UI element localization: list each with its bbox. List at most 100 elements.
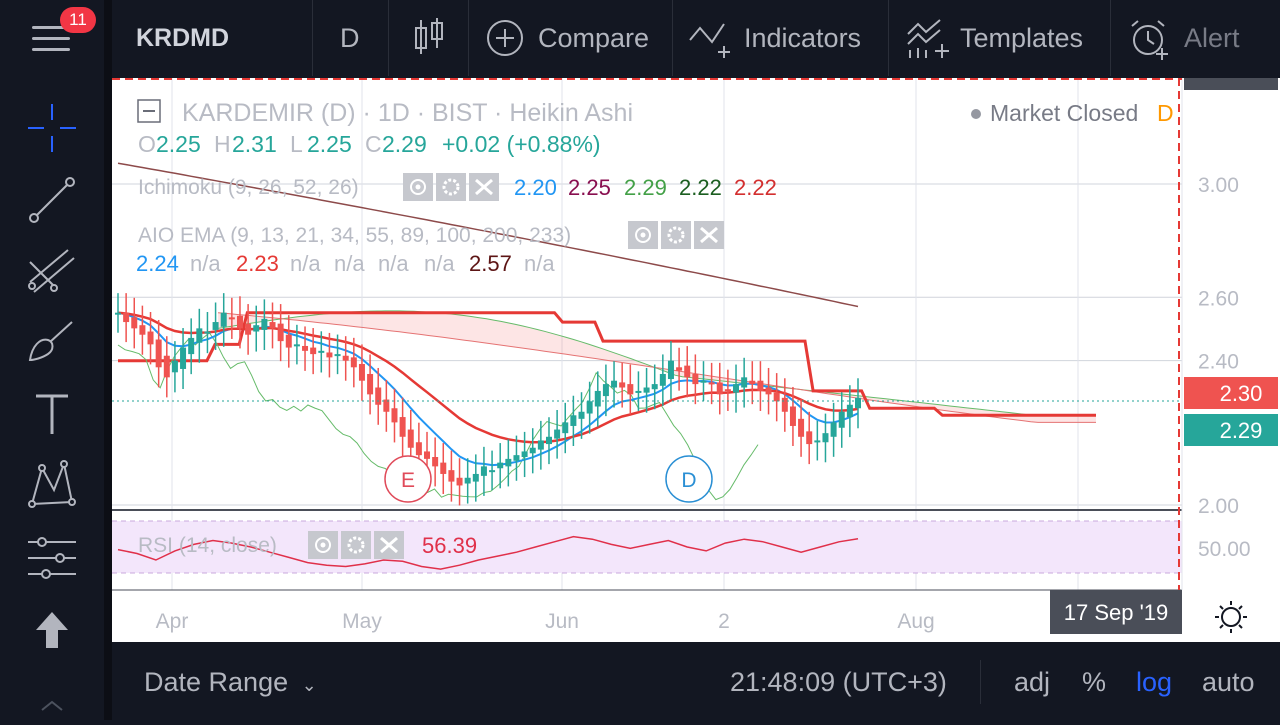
svg-text:O: O xyxy=(138,131,156,157)
candle-body xyxy=(236,315,243,329)
svg-text:2.29: 2.29 xyxy=(624,175,667,200)
gear-icon xyxy=(667,226,685,244)
candle-body xyxy=(432,457,439,467)
candle-body xyxy=(464,477,471,484)
indicators-button[interactable]: Indicators xyxy=(744,23,862,53)
candle-body xyxy=(440,462,447,474)
candle-body xyxy=(342,355,349,361)
candle-body xyxy=(147,331,154,345)
candle-body xyxy=(155,339,162,368)
dividend-marker[interactable]: D xyxy=(665,455,713,503)
trend-line-icon[interactable] xyxy=(24,172,80,228)
candle-body xyxy=(619,382,626,388)
text-tool-icon[interactable] xyxy=(24,386,80,442)
symbol-button[interactable]: KRDMD xyxy=(136,24,230,52)
collapse-chevron-icon[interactable] xyxy=(24,688,80,720)
candle-body xyxy=(334,354,341,357)
ema-controls[interactable] xyxy=(628,221,724,249)
candle-body xyxy=(578,411,585,419)
time-axis[interactable]: Apr May Jun 2 Aug xyxy=(156,610,935,633)
rsi-line xyxy=(117,535,859,570)
candle-body xyxy=(570,415,577,426)
candle-body xyxy=(204,331,211,334)
candle-body xyxy=(415,442,422,456)
templates-button[interactable]: Templates xyxy=(960,23,1084,53)
settings-sun-icon[interactable] xyxy=(1215,601,1247,633)
notification-badge: 11 xyxy=(60,7,96,33)
ichimoku-controls[interactable] xyxy=(403,173,499,201)
candle-body xyxy=(163,355,170,378)
chart-style-candles-icon[interactable] xyxy=(412,18,446,58)
candle-body xyxy=(676,367,683,371)
pattern-icon[interactable] xyxy=(24,456,80,512)
adj-toggle[interactable]: adj xyxy=(1014,667,1051,697)
chikou-line xyxy=(117,332,759,501)
candle-body xyxy=(391,408,398,423)
log-toggle[interactable]: log xyxy=(1136,667,1173,697)
menu-icon xyxy=(32,26,70,29)
compare-button[interactable]: Compare xyxy=(538,23,650,53)
rsi-value: 56.39 xyxy=(422,533,477,558)
ema200-line xyxy=(117,162,859,308)
candle-body xyxy=(822,433,829,443)
candle-body xyxy=(171,360,178,373)
interval-button[interactable]: D xyxy=(340,23,360,53)
candle-body xyxy=(684,365,691,378)
candle-body xyxy=(269,322,276,329)
candle-body xyxy=(562,422,569,434)
compare-plus-icon[interactable] xyxy=(486,18,526,58)
crosshair-icon[interactable] xyxy=(24,100,80,156)
senkou-b-line xyxy=(217,312,1096,423)
candle-body xyxy=(383,399,390,412)
svg-text:C: C xyxy=(365,131,382,157)
alert-clock-icon[interactable] xyxy=(1128,18,1172,60)
date-range-button[interactable]: Date Range ⌄ xyxy=(144,667,317,697)
candle-body xyxy=(253,325,260,332)
auto-toggle[interactable]: auto xyxy=(1202,667,1255,697)
templates-icon[interactable] xyxy=(906,18,952,60)
candle-body xyxy=(757,380,764,391)
candle-body xyxy=(651,384,658,390)
rsi-band xyxy=(112,521,1182,573)
svg-text:n/a: n/a xyxy=(378,251,409,276)
percent-toggle[interactable]: % xyxy=(1082,667,1107,697)
candle-body xyxy=(505,458,512,467)
price-label-top xyxy=(1184,78,1278,90)
rsi-controls[interactable] xyxy=(308,531,404,559)
clock-time[interactable]: 21:48:09 (UTC+3) xyxy=(730,667,947,697)
candle-body xyxy=(789,406,796,426)
candle-body xyxy=(310,347,317,355)
time-tick: 2 xyxy=(718,610,730,633)
pitchfork-icon[interactable] xyxy=(24,242,80,298)
candle-body xyxy=(358,363,365,381)
svg-text:n/a: n/a xyxy=(334,251,365,276)
rsi-title: RSI (14, close) xyxy=(138,534,277,557)
price-tick: 3.00 xyxy=(1198,174,1239,197)
menu-button[interactable]: 11 xyxy=(0,0,104,76)
price-label-green: 2.29 xyxy=(1184,414,1278,446)
collapse-legend-icon[interactable] xyxy=(137,99,161,123)
candle-body xyxy=(529,447,536,454)
candle-body xyxy=(814,440,821,443)
ichimoku-title: Ichimoku (9, 26, 52, 26) xyxy=(138,176,359,199)
brush-icon[interactable] xyxy=(24,314,80,370)
arrow-up-icon[interactable] xyxy=(24,602,80,658)
alert-button[interactable]: Alert xyxy=(1184,23,1240,53)
svg-text:2.24: 2.24 xyxy=(136,251,179,276)
candle-body xyxy=(643,387,650,393)
candle-body xyxy=(489,470,496,473)
candle-body xyxy=(611,380,618,388)
candle-body xyxy=(773,392,780,402)
svg-text:n/a: n/a xyxy=(190,251,221,276)
candle-body xyxy=(700,380,707,383)
indicators-icon[interactable] xyxy=(688,18,736,60)
candle-body xyxy=(375,387,382,405)
measure-icon[interactable] xyxy=(24,530,80,586)
earnings-marker[interactable]: E xyxy=(384,455,432,503)
candle-body xyxy=(277,323,284,342)
price-tick: 2.60 xyxy=(1198,287,1239,310)
candle-body xyxy=(472,473,479,482)
svg-text:2.22: 2.22 xyxy=(734,175,777,200)
